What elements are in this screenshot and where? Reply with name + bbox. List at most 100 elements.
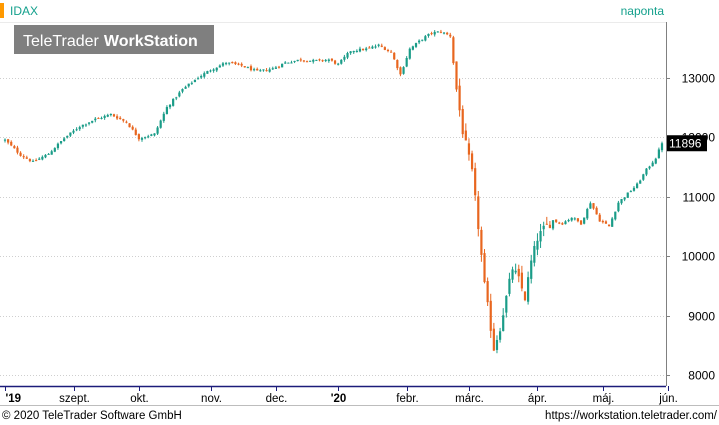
candle-body	[100, 117, 103, 119]
candle-body	[498, 331, 502, 340]
logo-text-light: TeleTrader	[23, 33, 100, 50]
candle-body	[10, 141, 13, 146]
y-tick-label: 11000	[683, 191, 716, 205]
candle-body	[495, 339, 499, 350]
candle-body	[449, 34, 452, 37]
candle-body	[94, 118, 97, 121]
candle-body	[150, 134, 153, 136]
candle-body	[433, 31, 436, 35]
candle-body	[576, 218, 580, 222]
candle-body	[131, 126, 134, 130]
candle-body	[274, 67, 277, 69]
candle-body	[175, 97, 178, 99]
candle-body	[421, 39, 424, 41]
candle-body	[642, 174, 645, 180]
candle-body	[595, 207, 598, 215]
last-value-badge-bg	[667, 135, 707, 152]
candle-body	[122, 119, 125, 121]
y-tick-label: 8000	[688, 369, 715, 383]
candle-body	[611, 218, 614, 227]
candle-body	[249, 66, 253, 71]
candle-body	[467, 143, 471, 155]
candle-body	[28, 159, 32, 162]
candle-body	[548, 224, 552, 228]
candle-body	[629, 191, 632, 193]
candle-body	[589, 203, 592, 209]
candle-body	[38, 158, 41, 160]
candle-body	[109, 114, 112, 116]
candle-body	[140, 138, 144, 140]
candle-body	[424, 36, 427, 41]
candle-body	[327, 59, 330, 61]
candle-body	[47, 153, 50, 155]
candle-body	[19, 152, 22, 156]
logo-box	[14, 25, 214, 54]
x-tick-label: jún.	[658, 393, 678, 405]
x-tick-label: '20	[331, 393, 347, 405]
candle-body	[252, 69, 256, 71]
candle-body	[35, 160, 38, 162]
candle-body	[237, 63, 240, 65]
candle-body	[156, 127, 159, 134]
candle-body	[153, 133, 156, 136]
candle-body	[206, 71, 209, 74]
candle-body	[66, 135, 69, 138]
y-tick-label: 10000	[682, 250, 716, 264]
candle-body	[355, 50, 358, 53]
candle-body	[542, 225, 545, 230]
candle-body	[59, 141, 63, 144]
candle-body	[25, 157, 28, 159]
candle-body	[324, 59, 327, 61]
candle-body	[296, 59, 299, 62]
candle-body	[309, 60, 312, 62]
candle-body	[607, 224, 611, 227]
candle-body	[617, 202, 620, 212]
candle-body	[172, 98, 175, 106]
candle-body	[461, 108, 464, 135]
symbol-accent-bar	[0, 3, 4, 18]
candle-body	[159, 120, 162, 128]
candle-body	[470, 153, 474, 170]
x-tick-label: máj.	[593, 393, 615, 405]
candle-body	[626, 192, 629, 198]
symbol-label: IDAX	[10, 4, 38, 18]
x-axis-ticks: '19 szept. okt. nov. dec. '20 febr. márc. ápr. má…	[5, 386, 678, 405]
candle-body	[380, 45, 383, 47]
teletrader-logo: TeleTrader WorkStation	[14, 25, 214, 54]
candle-body	[598, 214, 601, 222]
candle-body	[386, 49, 390, 51]
source-url-link[interactable]: https://workstation.teletrader.com/	[545, 410, 718, 422]
candle-body	[147, 136, 150, 138]
candle-body	[651, 162, 654, 167]
candle-body	[246, 67, 249, 69]
copyright-text: © 2020 TeleTrader Software GmbH	[2, 410, 182, 422]
candle-body	[265, 70, 268, 72]
x-tick-label: okt.	[130, 393, 149, 405]
candle-body	[184, 86, 187, 89]
candle-body	[399, 67, 402, 75]
candle-body	[115, 116, 119, 119]
logo-text-bold: WorkStation	[104, 33, 198, 50]
candle-body	[196, 78, 200, 80]
candle-body	[346, 53, 349, 58]
candle-body	[91, 120, 94, 123]
candle-body	[430, 33, 433, 35]
candle-body	[312, 59, 315, 62]
candle-body	[458, 85, 461, 111]
candle-body	[181, 89, 184, 92]
last-value-label: 11896	[669, 137, 702, 151]
candle-body	[439, 31, 443, 33]
candle-body	[44, 154, 47, 158]
candle-body	[442, 32, 446, 34]
candle-body	[190, 82, 193, 84]
candle-body	[446, 32, 449, 35]
candle-body	[243, 66, 246, 68]
x-tick-label: febr.	[396, 393, 418, 405]
candle-body	[75, 129, 78, 131]
candle-body	[271, 68, 274, 70]
candle-body	[657, 149, 660, 159]
candle-body	[383, 47, 386, 50]
candle-body	[393, 52, 396, 60]
candle-body	[119, 117, 122, 120]
